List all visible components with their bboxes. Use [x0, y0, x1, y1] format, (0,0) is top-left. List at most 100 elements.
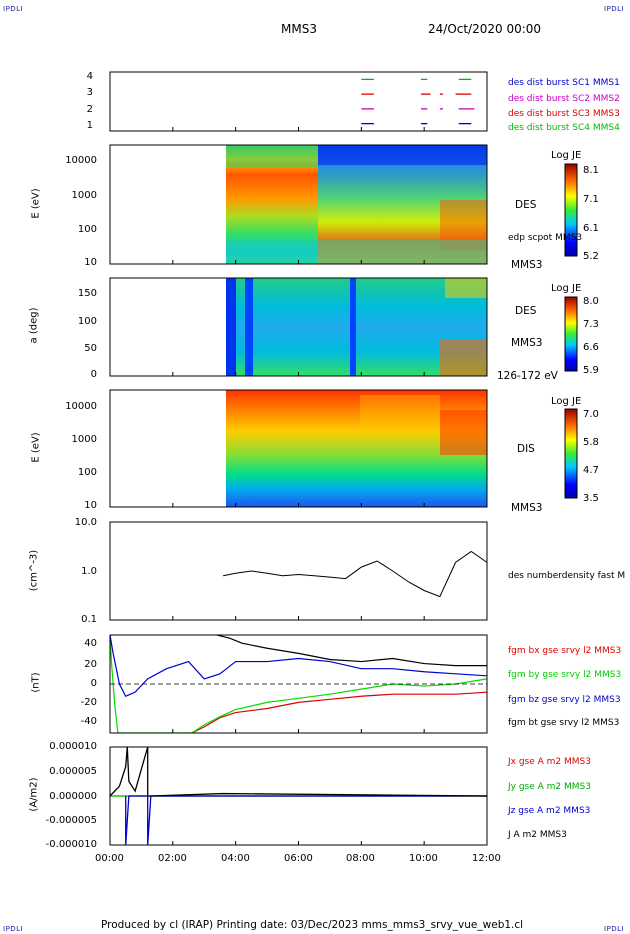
- des-pitch-ytick: 150: [77, 288, 97, 299]
- dis-energy-label: DIS: [517, 443, 535, 455]
- bfield-legend-bz: fgm bz gse srvy l2 MMS3: [508, 695, 621, 705]
- bfield-legend-by: fgm by gse srvy l2 MMS3: [508, 670, 622, 680]
- avail-legend-mms2: des dist burst SC2 MMS2: [508, 94, 620, 104]
- current-ytick: -0.000005: [45, 815, 97, 826]
- dis-energy-ytick: 1000: [71, 434, 97, 445]
- cb-tick: 7.1: [583, 194, 599, 205]
- density-legend: des numberdensity fast M: [508, 571, 626, 581]
- dis-energy-ytick: 10000: [65, 401, 97, 412]
- current-series-line: [125, 795, 487, 845]
- cb-tick: 6.1: [583, 223, 599, 234]
- des-energy-ytick: 1000: [71, 190, 97, 201]
- des-pitch-ylabel: a (deg): [28, 307, 40, 344]
- bfield-ytick: -20: [80, 697, 97, 708]
- cb-tick: 8.1: [583, 165, 599, 176]
- corner-tag-top-right: IPDLI: [604, 5, 625, 13]
- date-title: 24/Oct/2020 00:00: [428, 22, 542, 36]
- x-tick-label: 10:00: [409, 853, 438, 864]
- avail-ytick: 3: [86, 87, 93, 98]
- density-series-line: [223, 550, 488, 598]
- bfield-series-line: [191, 691, 487, 733]
- des-energy-cb-title: Log JE: [551, 150, 582, 161]
- des-energy-ytick: 10: [84, 257, 97, 268]
- des-pitch-ytick: 50: [84, 343, 97, 354]
- des-pitch-label: DES: [515, 305, 537, 317]
- x-tick-label: 08:00: [346, 853, 375, 864]
- density-plot: [223, 550, 488, 598]
- availability-frame: [109, 71, 488, 132]
- des-pitch-ytick: 100: [77, 316, 97, 327]
- des-energy-ytick: 100: [77, 224, 97, 235]
- current-ytick: 0.000005: [49, 766, 97, 777]
- avail-ytick: 1: [86, 120, 93, 131]
- current-legend-jy: Jy gse A m2 MMS3: [508, 782, 591, 792]
- bfield-legend-bx: fgm bx gse srvy l2 MMS3: [508, 646, 622, 656]
- bfield-plot: [110, 635, 487, 733]
- des-energy-ylabel: E (eV): [30, 188, 42, 219]
- cb-tick: 5.9: [583, 365, 599, 376]
- avail-ytick: 2: [86, 104, 93, 115]
- cb-tick: 5.8: [583, 437, 599, 448]
- avail-legend-mms4: des dist burst SC4 MMS4: [508, 123, 620, 133]
- current-ytick: -0.000010: [45, 839, 97, 850]
- cb-tick: 5.2: [583, 251, 599, 262]
- dis-energy-sc: MMS3: [511, 502, 543, 514]
- x-tick-label: 00:00: [95, 853, 124, 864]
- x-tick-label: 04:00: [221, 853, 250, 864]
- scpot-label: edp scpot MMS3: [508, 233, 583, 243]
- des-energy-ytick: 10000: [65, 155, 97, 166]
- density-ytick: 10.0: [74, 517, 97, 528]
- bfield-ylabel: (nT): [30, 672, 42, 693]
- current-legend-jz: Jz gse A m2 MMS3: [508, 806, 591, 816]
- x-tick-label: 12:00: [472, 853, 501, 864]
- dis-energy-ytick: 10: [84, 500, 97, 511]
- des-pitch-colorbar: [564, 296, 578, 372]
- bfield-ytick: 40: [84, 638, 97, 649]
- current-ytick: 0.000000: [49, 791, 97, 802]
- des-pitch-spectrogram: [226, 278, 487, 376]
- dis-energy-ytick: 100: [77, 467, 97, 478]
- dis-energy-colorbar: [564, 408, 578, 499]
- cb-tick: 4.7: [583, 465, 599, 476]
- avail-legend-mms3: des dist burst SC3 MMS3: [508, 109, 620, 119]
- bfield-series-line: [216, 635, 487, 667]
- dis-energy-spectrogram: [226, 390, 487, 507]
- avail-legend-mms1: des dist burst SC1 MMS1: [508, 78, 620, 88]
- availability-panel: [361, 78, 475, 125]
- des-pitch-ytick: 0: [90, 369, 97, 380]
- avail-ytick: 4: [86, 71, 93, 82]
- corner-tag-top-left: IPDLI: [3, 5, 24, 13]
- cb-tick: 8.0: [583, 296, 599, 307]
- cb-tick: 7.3: [583, 319, 599, 330]
- cb-tick: 6.6: [583, 342, 599, 353]
- density-ylabel: (cm^-3): [28, 549, 40, 592]
- des-pitch-sc: MMS3: [511, 337, 543, 349]
- bfield-series-line: [110, 635, 487, 733]
- current-ytick: 0.000010: [49, 741, 97, 752]
- corner-tag-bottom-left: IPDLI: [3, 925, 24, 933]
- des-energy-sc: MMS3: [511, 259, 543, 271]
- dis-energy-ylabel: E (eV): [30, 432, 42, 463]
- bfield-ytick: 0: [90, 678, 97, 689]
- x-tick-label: 02:00: [158, 853, 187, 864]
- spacecraft-title: MMS3: [281, 22, 317, 36]
- bfield-legend-bt: fgm bt gse srvy l2 MMS3: [508, 718, 620, 728]
- x-axis-ticks: [109, 127, 488, 845]
- current-legend-jx: Jx gse A m2 MMS3: [508, 757, 591, 767]
- des-energy-spectrogram: [226, 145, 487, 264]
- current-plot: [110, 747, 487, 845]
- des-pitch-range: 126-172 eV: [497, 370, 558, 382]
- bfield-ytick: 20: [84, 659, 97, 670]
- x-tick-label: 06:00: [284, 853, 313, 864]
- current-series-line: [110, 747, 487, 797]
- current-ylabel: (A/m2): [28, 777, 40, 812]
- bfield-ytick: -40: [80, 716, 97, 727]
- current-legend-j: J A m2 MMS3: [508, 830, 567, 840]
- footer-credit: Produced by cl (IRAP) Printing date: 03/…: [101, 919, 524, 931]
- density-frame: [109, 521, 488, 621]
- des-energy-label: DES: [515, 199, 537, 211]
- density-ytick: 0.1: [81, 614, 97, 625]
- cb-tick: 7.0: [583, 409, 599, 420]
- density-ytick: 1.0: [81, 566, 97, 577]
